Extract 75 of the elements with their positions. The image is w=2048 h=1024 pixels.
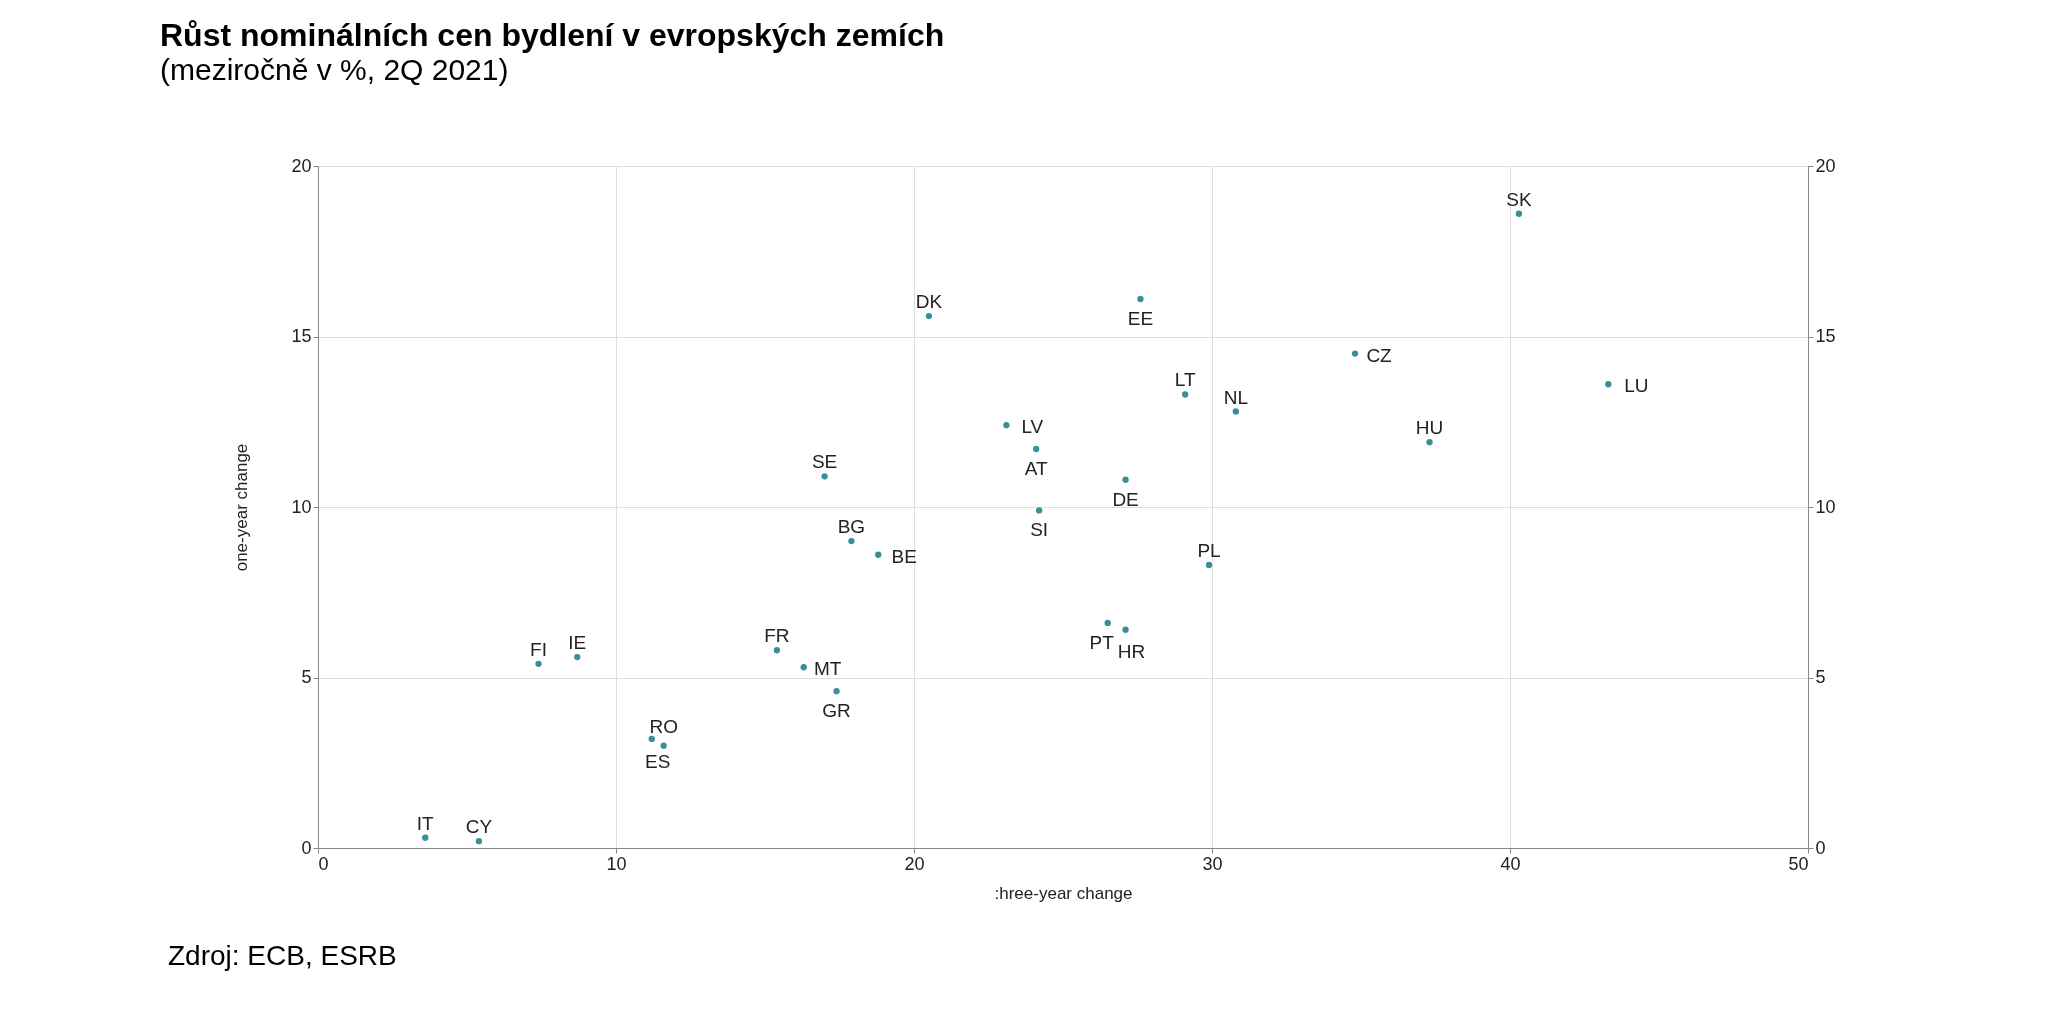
point — [1033, 445, 1040, 453]
point — [1122, 626, 1129, 633]
data-label: NL — [1223, 386, 1248, 408]
data-label: IE — [568, 632, 587, 654]
data-label: RO — [649, 715, 679, 737]
data-label: HR — [1117, 640, 1146, 662]
y2-tick-label: 5 — [1815, 667, 1826, 687]
data-label: AT — [1024, 458, 1049, 480]
y-tick-label: 0 — [301, 837, 312, 858]
text: Zdroj: ECB, ESRB — [168, 940, 397, 971]
point — [925, 312, 933, 320]
data-label: FR — [764, 625, 790, 647]
y-tick-label: 20 — [291, 155, 312, 176]
y-tick-label: 15 — [291, 326, 312, 346]
point — [1137, 295, 1144, 303]
point — [1122, 476, 1129, 483]
chart-subtitle: (meziročně v %, 2Q 2021) — [160, 53, 509, 86]
x-axis-title: :hree-year change — [994, 883, 1133, 903]
x-tick-label: 50 — [1788, 853, 1809, 874]
data-label: MT — [814, 658, 842, 680]
point — [660, 742, 667, 749]
chart-title: Růst nominálních cen bydlení v evropských zemích — [160, 17, 945, 53]
x-tick-label: 10 — [606, 853, 627, 874]
data-label: SI — [1030, 519, 1049, 541]
x-tick-label: 40 — [1500, 853, 1521, 874]
y-tick-label: 10 — [291, 496, 312, 517]
point — [1426, 439, 1433, 446]
y2-tick-label: 15 — [1815, 326, 1836, 346]
point — [475, 838, 483, 845]
point — [1205, 561, 1213, 569]
data-label: HU — [1415, 417, 1444, 439]
data-label: EE — [1127, 307, 1154, 329]
point — [773, 647, 781, 654]
point — [1036, 507, 1043, 514]
point — [1232, 408, 1239, 415]
data-label: LU — [1624, 375, 1649, 397]
data-label: SE — [811, 451, 838, 473]
point — [833, 687, 840, 695]
point — [1104, 619, 1111, 627]
y2-tick-label: 0 — [1815, 837, 1826, 858]
data-label: LV — [1021, 416, 1044, 438]
x-tick-label: 20 — [904, 853, 925, 874]
point — [800, 664, 807, 671]
y-tick-label: 5 — [301, 667, 312, 687]
data-label: BE — [891, 545, 917, 567]
point — [648, 735, 655, 743]
data-label: PL — [1197, 539, 1221, 561]
y-axis-title: one-year change — [232, 443, 252, 572]
point — [1605, 381, 1612, 388]
data-label: CZ — [1366, 344, 1393, 366]
point — [535, 660, 542, 668]
point — [1003, 422, 1010, 429]
data-label: DK — [915, 291, 943, 313]
data-label: GR — [822, 700, 851, 722]
point — [1515, 210, 1523, 217]
data-label: IT — [416, 812, 435, 834]
y2-tick-label: 10 — [1815, 496, 1836, 517]
y2-tick-label: 20 — [1815, 155, 1836, 176]
data-label: LT — [1174, 369, 1196, 391]
point — [1182, 391, 1189, 398]
data-label: DE — [1112, 488, 1139, 510]
data-label: FI — [530, 638, 547, 660]
data-label: PT — [1089, 631, 1115, 653]
point — [422, 834, 429, 841]
data-label: CY — [465, 816, 493, 838]
x-tick-label: 30 — [1202, 853, 1223, 874]
point — [875, 551, 882, 558]
data-label: BG — [837, 516, 866, 538]
x-tick-label: 0 — [318, 853, 329, 874]
data-label: SK — [1506, 188, 1532, 210]
point — [574, 653, 581, 661]
point — [848, 537, 855, 545]
point — [1351, 350, 1359, 357]
point — [821, 473, 828, 480]
data-label: ES — [645, 750, 671, 772]
